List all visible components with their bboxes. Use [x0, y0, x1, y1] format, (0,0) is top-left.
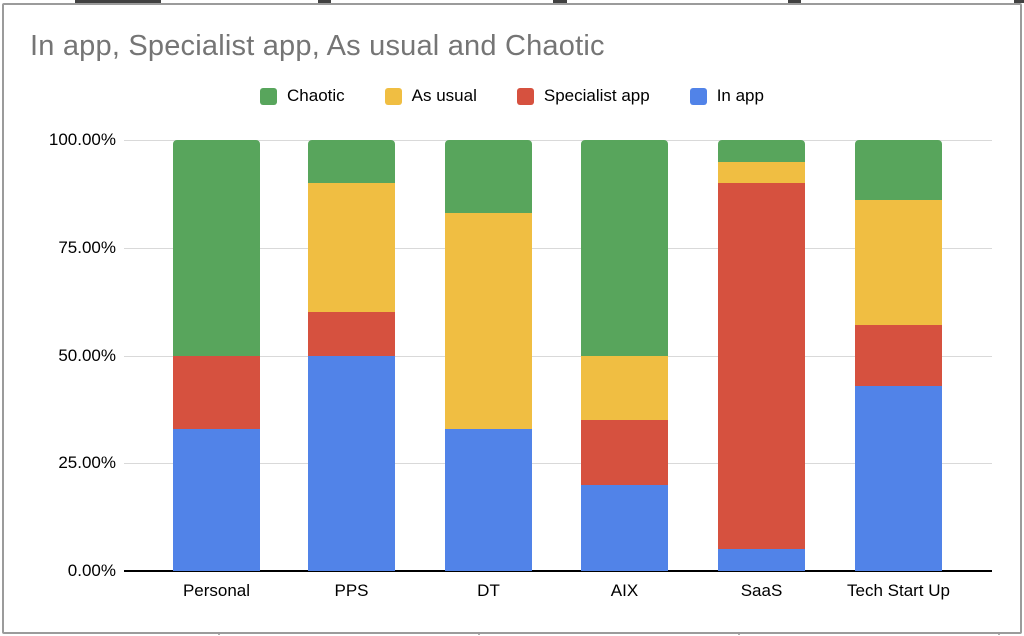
x-tick-label-saas: SaaS: [740, 581, 783, 600]
bar-segment-pps-in-app[interactable]: [308, 355, 395, 571]
legend-label: In app: [716, 86, 764, 105]
bar-segment-tech-start-up-specialist-app[interactable]: [855, 325, 942, 386]
legend-swatch-in-app: [689, 87, 707, 105]
bar-segment-personal-in-app[interactable]: [173, 428, 260, 571]
chart-title: In app, Specialist app, As usual and Cha…: [30, 30, 605, 62]
bar-segment-pps-as-usual[interactable]: [308, 183, 395, 313]
y-tick-label: 25.00%: [58, 453, 116, 473]
x-tick-label-aix: AIX: [610, 581, 639, 600]
legend-swatch-as-usual: [384, 87, 402, 105]
bar-segment-aix-as-usual[interactable]: [581, 355, 668, 421]
bar-pps: [308, 140, 395, 571]
bar-segment-personal-specialist-app[interactable]: [173, 355, 260, 429]
legend-label: Chaotic: [287, 86, 345, 105]
bar-segment-saas-as-usual[interactable]: [718, 161, 805, 184]
legend-item-specialist-app[interactable]: Specialist app: [516, 86, 650, 106]
bar-segment-tech-start-up-in-app[interactable]: [855, 385, 942, 571]
x-axis-line: [124, 570, 992, 572]
cropped-top-artifact: [553, 0, 567, 3]
legend-label: Specialist app: [543, 86, 650, 105]
bar-tech-start-up: [855, 140, 942, 571]
plot-area: Personal PPS DT AIX SaaS Tech Start Up: [124, 140, 992, 600]
x-tick-label-pps: PPS: [334, 581, 369, 600]
gridline-100.00%: [124, 140, 992, 141]
x-tick-label-dt: DT: [477, 581, 500, 600]
cropped-top-artifact: [75, 0, 161, 3]
bar-segment-pps-specialist-app[interactable]: [308, 312, 395, 356]
gridline-25.00%: [124, 463, 992, 465]
y-tick-label: 0.00%: [67, 561, 116, 580]
cropped-top-artifact: [1014, 0, 1024, 3]
cropped-top-artifact: [788, 0, 801, 3]
bar-segment-dt-as-usual[interactable]: [445, 213, 532, 429]
bar-segment-aix-chaotic[interactable]: [581, 140, 668, 356]
legend-item-as-usual[interactable]: As usual: [384, 86, 477, 106]
x-tick-label-tech-start-up: Tech Start Up: [847, 581, 950, 600]
bar-segment-pps-chaotic[interactable]: [308, 140, 395, 184]
cropped-top-artifact: [318, 0, 331, 3]
bar-dt: [445, 140, 532, 571]
bar-aix: [581, 140, 668, 571]
bar-segment-aix-in-app[interactable]: [581, 484, 668, 571]
legend-label: As usual: [411, 86, 477, 105]
bar-personal: [173, 140, 260, 571]
bar-saas: [718, 140, 805, 571]
legend-item-in-app[interactable]: In app: [689, 86, 764, 106]
bar-segment-saas-specialist-app[interactable]: [718, 183, 805, 550]
bar-segment-dt-chaotic[interactable]: [445, 140, 532, 214]
gridline-75.00%: [124, 247, 992, 249]
y-axis: 100.00% 75.00% 50.00% 25.00% 0.00%: [0, 130, 116, 580]
bar-segment-personal-chaotic[interactable]: [173, 140, 260, 356]
gridline-50.00%: [124, 355, 992, 357]
y-tick-label: 50.00%: [58, 345, 116, 365]
x-tick-label-personal: Personal: [182, 581, 251, 600]
chart-legend: Chaotic As usual Specialist app In app: [0, 86, 1024, 106]
bar-segment-tech-start-up-chaotic[interactable]: [855, 140, 942, 201]
y-tick-label: 75.00%: [58, 237, 116, 257]
bar-segment-aix-specialist-app[interactable]: [581, 420, 668, 485]
legend-swatch-specialist-app: [516, 87, 534, 105]
legend-swatch-chaotic: [260, 87, 278, 105]
bar-segment-tech-start-up-as-usual[interactable]: [855, 200, 942, 326]
bar-segment-dt-in-app[interactable]: [445, 428, 532, 571]
legend-item-chaotic[interactable]: Chaotic: [260, 86, 345, 106]
y-tick-label: 100.00%: [48, 130, 116, 149]
bar-segment-saas-in-app[interactable]: [718, 549, 805, 571]
bar-segment-saas-chaotic[interactable]: [718, 140, 805, 162]
